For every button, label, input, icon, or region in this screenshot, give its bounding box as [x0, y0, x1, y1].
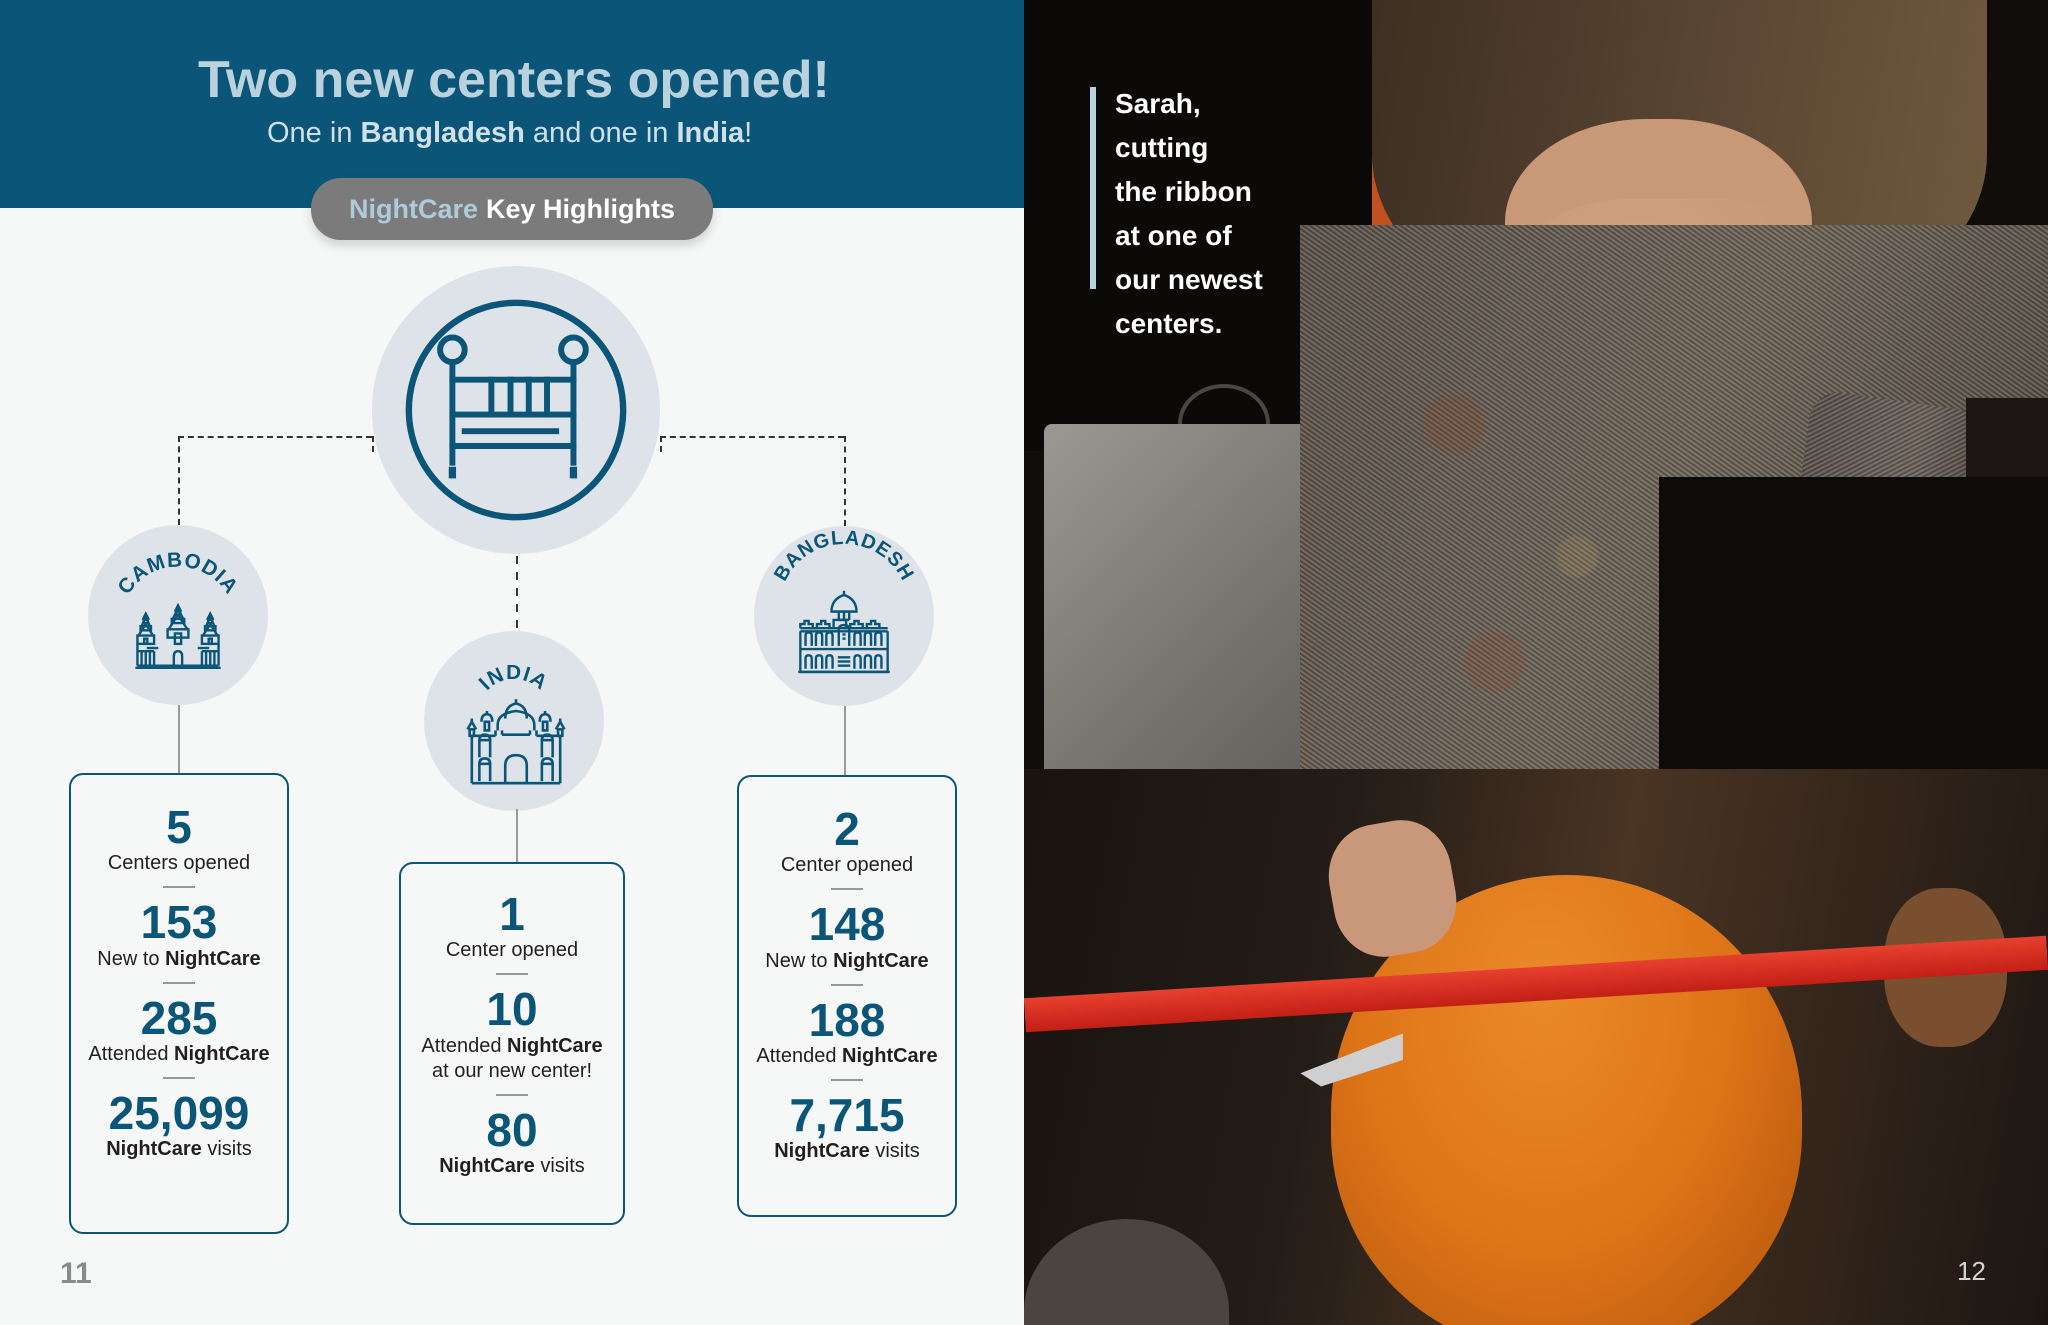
svg-text:BANGLADESH: BANGLADESH — [770, 527, 918, 585]
svg-text:INDIA: INDIA — [475, 661, 553, 695]
